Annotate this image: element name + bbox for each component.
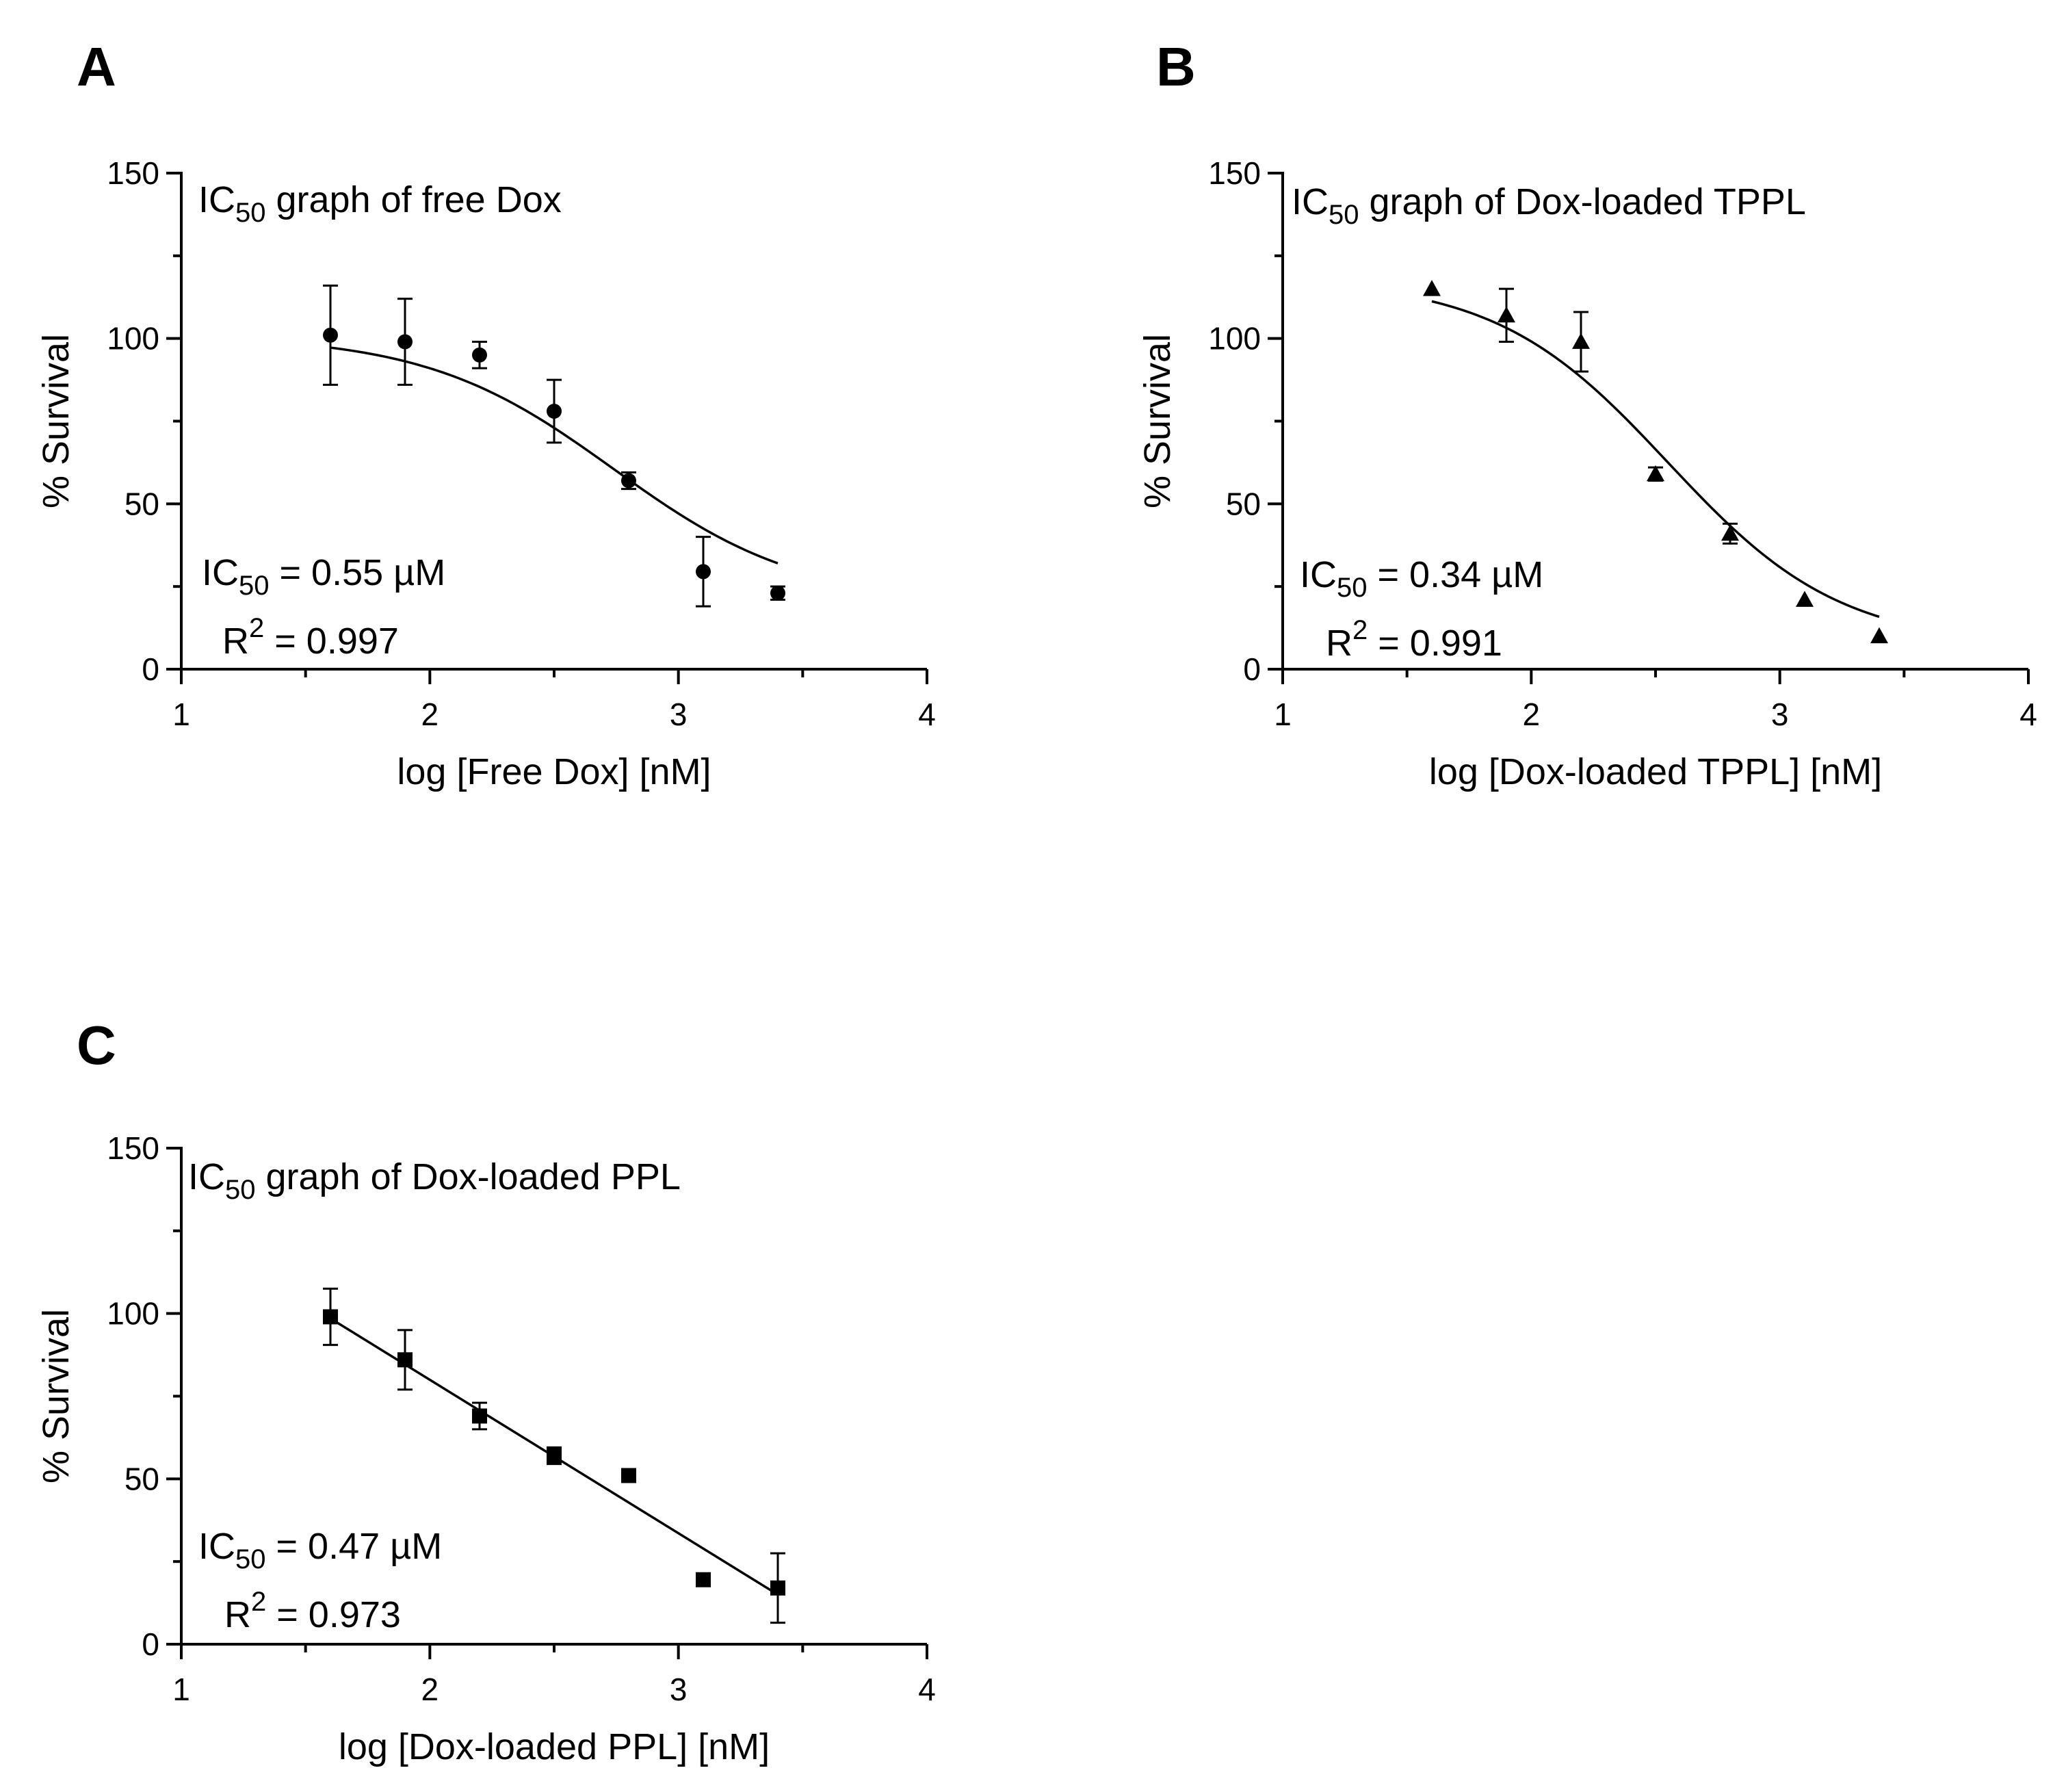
r-squared-annotation: R2 = 0.997	[222, 613, 399, 662]
x-axis-title: log [Dox-loaded TPPL] [nM]	[1429, 751, 1882, 792]
ic50-annotation: IC50 = 0.55 µM	[202, 552, 445, 601]
data-point	[547, 404, 562, 419]
y-tick-label: 50	[1226, 486, 1261, 521]
ic50-annotation: IC50 = 0.47 µM	[198, 1526, 442, 1574]
y-axis-title: % Survival	[1137, 334, 1178, 508]
data-point	[621, 1468, 636, 1483]
x-tick-label: 1	[172, 1672, 190, 1707]
data-point	[696, 1572, 711, 1587]
data-point	[547, 1448, 562, 1464]
x-axis-title: log [Dox-loaded PPL] [nM]	[339, 1726, 770, 1767]
panel-letter-c: C	[77, 1015, 116, 1076]
data-point	[621, 473, 636, 489]
chart-panel-b: B 0 50 100 150 1 2 3 4 log [Dox-loaded TPPL] [nM]…	[1137, 36, 2037, 792]
y-tick-label: 100	[107, 1296, 159, 1332]
x-tick-label: 4	[918, 697, 936, 732]
data-point	[323, 1309, 338, 1325]
data-point	[397, 334, 413, 350]
chart-panel-c: C 0 50 100 150 1 2 3 4 log [Dox-loaded PPL] [nM]%…	[36, 1015, 936, 1767]
panel-letter-b: B	[1156, 36, 1196, 97]
y-axis-title: % Survival	[36, 1309, 77, 1483]
y-tick-label: 0	[1243, 651, 1261, 687]
data-point	[1498, 306, 1515, 323]
x-tick-label: 1	[1274, 697, 1292, 732]
y-tick-label: 150	[107, 1130, 159, 1166]
x-tick-label: 2	[421, 1672, 439, 1707]
data-point	[1721, 524, 1739, 541]
data-point	[1796, 590, 1814, 607]
x-axis-title: log [Free Dox] [nM]	[397, 751, 711, 792]
y-tick-label: 50	[125, 486, 159, 521]
chart-title: IC50 graph of Dox-loaded TPPL	[1292, 181, 1806, 230]
y-tick-label: 0	[142, 1626, 159, 1662]
x-tick-label: 2	[1523, 697, 1541, 732]
data-point	[1870, 627, 1888, 644]
data-point	[397, 1352, 413, 1368]
data-point	[1423, 280, 1441, 296]
data-point	[1647, 465, 1664, 482]
x-tick-label: 3	[670, 697, 688, 732]
panel-letter-a: A	[77, 36, 116, 97]
x-tick-label: 3	[1771, 697, 1789, 732]
y-axis-title: % Survival	[36, 334, 77, 508]
chart-title: IC50 graph of free Dox	[198, 179, 562, 228]
chart-title: IC50 graph of Dox-loaded PPL	[188, 1156, 681, 1205]
chart-panel-a: A 0 50 100 150 1 2 3 4 log [Free Dox] [nM] % Survi…	[36, 36, 936, 792]
r-squared-annotation: R2 = 0.991	[1326, 615, 1502, 664]
ic50-annotation: IC50 = 0.34 µM	[1300, 554, 1543, 603]
data-point	[696, 564, 711, 580]
x-tick-label: 1	[172, 697, 190, 732]
data-point	[770, 1580, 785, 1596]
x-tick-label: 4	[918, 1672, 936, 1707]
x-tick-label: 4	[2019, 697, 2037, 732]
y-tick-label: 100	[107, 321, 159, 356]
x-tick-label: 2	[421, 697, 439, 732]
data-point	[770, 585, 785, 601]
y-tick-label: 150	[1208, 155, 1261, 191]
y-tick-label: 100	[1208, 321, 1261, 356]
data-point	[472, 347, 487, 363]
data-point	[472, 1408, 487, 1424]
r-squared-annotation: R2 = 0.973	[224, 1587, 401, 1635]
y-tick-label: 50	[125, 1461, 159, 1496]
y-tick-label: 0	[142, 651, 159, 687]
y-tick-label: 150	[107, 155, 159, 191]
data-point	[1572, 333, 1590, 349]
data-point	[323, 327, 338, 343]
x-tick-label: 3	[670, 1672, 688, 1707]
